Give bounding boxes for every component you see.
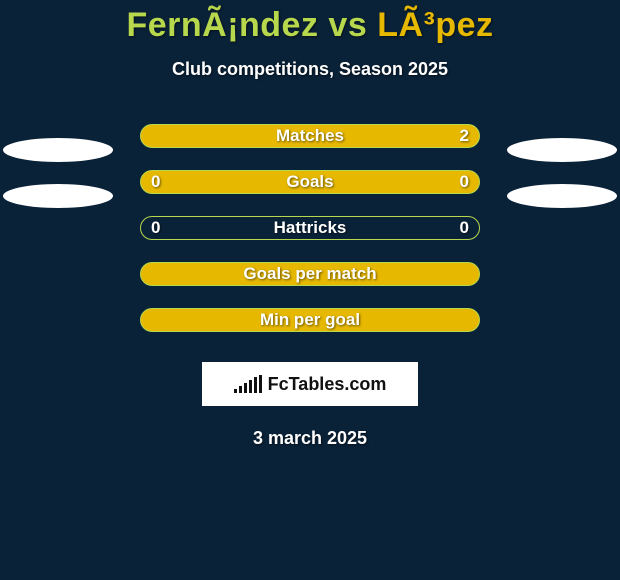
logo-text: FcTables.com [268, 374, 387, 395]
stat-bar: 0 Hattricks 0 [140, 216, 480, 240]
fctables-logo: FcTables.com [202, 362, 418, 406]
title-vs: vs [318, 6, 377, 44]
stat-row: 0 Hattricks 0 [0, 216, 620, 262]
stat-bar: 0 Goals 0 [140, 170, 480, 194]
player1-ellipse [3, 184, 113, 208]
page-title: FernÃ¡ndez vs LÃ³pez [0, 0, 620, 45]
stat-row: Goals per match [0, 262, 620, 308]
footer-date: 3 march 2025 [0, 428, 620, 449]
stat-label: Goals [141, 172, 479, 192]
stat-row: Matches 2 [0, 124, 620, 170]
subtitle: Club competitions, Season 2025 [0, 59, 620, 80]
stat-label: Hattricks [141, 218, 479, 238]
logo-bars-icon [234, 375, 262, 393]
stat-label: Goals per match [141, 264, 479, 284]
stat-bar: Min per goal [140, 308, 480, 332]
stat-bar: Matches 2 [140, 124, 480, 148]
title-player1: FernÃ¡ndez [126, 6, 318, 44]
stat-right-value: 0 [460, 172, 469, 192]
stat-label: Matches [141, 126, 479, 146]
stat-label: Min per goal [141, 310, 479, 330]
stat-right-value: 2 [460, 126, 469, 146]
stat-right-value: 0 [460, 218, 469, 238]
player1-ellipse [3, 138, 113, 162]
comparison-rows: Matches 2 0 Goals 0 0 Hattricks 0 Goals … [0, 124, 620, 354]
stat-row: Min per goal [0, 308, 620, 354]
player2-ellipse [507, 184, 617, 208]
stat-bar: Goals per match [140, 262, 480, 286]
stat-row: 0 Goals 0 [0, 170, 620, 216]
title-player2: LÃ³pez [377, 6, 493, 44]
player2-ellipse [507, 138, 617, 162]
